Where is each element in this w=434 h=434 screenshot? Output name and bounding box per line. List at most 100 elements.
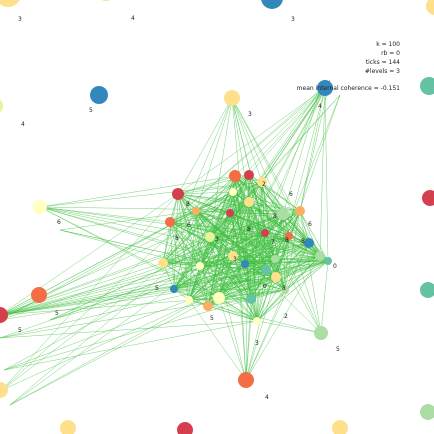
graph-node[interactable] bbox=[261, 229, 269, 237]
edge bbox=[9, 265, 201, 406]
edge bbox=[59, 229, 286, 291]
graph-node[interactable] bbox=[228, 251, 238, 261]
graph-node[interactable] bbox=[172, 188, 184, 200]
edge bbox=[234, 87, 326, 177]
graph-node[interactable] bbox=[229, 170, 241, 182]
edge bbox=[261, 181, 301, 212]
edge bbox=[207, 79, 331, 307]
node-label: 6 bbox=[308, 221, 312, 228]
graph-node[interactable] bbox=[158, 258, 168, 268]
graph-node[interactable] bbox=[314, 326, 328, 340]
edge bbox=[261, 94, 341, 183]
edge bbox=[264, 89, 321, 234]
graph-node[interactable] bbox=[295, 206, 305, 216]
edge bbox=[231, 97, 250, 203]
graph-node[interactable] bbox=[420, 404, 434, 420]
stat-k: k = 100 bbox=[376, 41, 400, 48]
edge bbox=[162, 262, 258, 322]
graph-node[interactable] bbox=[244, 170, 254, 180]
edge bbox=[232, 191, 290, 237]
graph-node[interactable] bbox=[244, 197, 254, 207]
graph-node[interactable] bbox=[257, 177, 267, 187]
edge bbox=[264, 232, 290, 237]
graph-node[interactable] bbox=[177, 422, 193, 434]
edge bbox=[199, 212, 231, 267]
edge bbox=[0, 320, 258, 339]
graph-node[interactable] bbox=[97, 0, 115, 1]
graph-node[interactable] bbox=[317, 80, 333, 96]
edge bbox=[248, 201, 301, 212]
graph-node[interactable] bbox=[285, 232, 293, 240]
edge bbox=[173, 260, 329, 290]
edge bbox=[39, 181, 263, 208]
edge bbox=[229, 212, 329, 262]
graph-node[interactable] bbox=[261, 0, 283, 9]
graph-node[interactable] bbox=[213, 292, 225, 304]
graph-node[interactable] bbox=[281, 286, 289, 294]
graph-node[interactable] bbox=[422, 190, 434, 206]
graph-node[interactable] bbox=[426, 0, 434, 15]
edge bbox=[173, 193, 179, 290]
graph-node[interactable] bbox=[170, 285, 178, 293]
edge bbox=[229, 212, 234, 257]
graph-node[interactable] bbox=[229, 188, 237, 196]
graph-node[interactable] bbox=[261, 265, 271, 275]
graph-node[interactable] bbox=[0, 382, 8, 398]
node-label: 2 bbox=[284, 313, 288, 320]
edge bbox=[169, 221, 175, 290]
edge bbox=[177, 181, 263, 195]
graph-node[interactable] bbox=[271, 272, 281, 282]
node-label: 6 bbox=[289, 191, 293, 198]
graph-node[interactable] bbox=[324, 257, 332, 265]
node-label: 8 bbox=[285, 237, 289, 244]
edge bbox=[264, 232, 322, 334]
edge bbox=[177, 87, 326, 195]
graph-node[interactable] bbox=[33, 200, 47, 214]
graph-node[interactable] bbox=[205, 232, 215, 242]
edge bbox=[177, 175, 236, 195]
edge bbox=[195, 174, 250, 212]
edge bbox=[3, 299, 190, 371]
graph-node[interactable] bbox=[196, 262, 204, 270]
edge bbox=[162, 97, 233, 264]
graph-node[interactable] bbox=[315, 251, 325, 261]
graph-node[interactable] bbox=[304, 238, 314, 248]
graph-node[interactable] bbox=[0, 0, 21, 7]
graph-node[interactable] bbox=[224, 90, 240, 106]
edge bbox=[232, 181, 263, 193]
node-label: 0 bbox=[333, 263, 337, 270]
edge bbox=[3, 210, 301, 371]
graph-node[interactable] bbox=[332, 420, 348, 434]
graph-node[interactable] bbox=[90, 86, 108, 104]
graph-node[interactable] bbox=[420, 282, 434, 298]
stat-ticks: ticks = 144 bbox=[366, 59, 400, 66]
graph-node[interactable] bbox=[0, 307, 8, 323]
edge bbox=[169, 89, 321, 223]
edge bbox=[245, 174, 250, 381]
graph-node[interactable] bbox=[192, 207, 200, 215]
graph-node[interactable] bbox=[241, 260, 249, 268]
graph-node[interactable] bbox=[246, 294, 256, 304]
graph-node[interactable] bbox=[271, 255, 279, 263]
graph-node[interactable] bbox=[238, 372, 254, 388]
graph-node[interactable] bbox=[185, 296, 193, 304]
stat-rb: rb = 0 bbox=[381, 50, 400, 57]
graph-node[interactable] bbox=[0, 97, 3, 115]
edge bbox=[199, 263, 246, 267]
graph-node[interactable] bbox=[253, 317, 261, 325]
graph-node[interactable] bbox=[226, 209, 234, 217]
edge bbox=[0, 193, 179, 316]
node-label: 8 bbox=[175, 235, 179, 242]
graph-node[interactable] bbox=[203, 301, 213, 311]
edge bbox=[218, 255, 321, 299]
graph-node[interactable] bbox=[277, 208, 289, 220]
graph-node[interactable] bbox=[165, 217, 175, 227]
edge bbox=[0, 210, 197, 321]
edge bbox=[248, 201, 284, 215]
stat-coherence: mean internal coherence = -0.151 bbox=[297, 85, 401, 92]
edge bbox=[199, 191, 234, 267]
graph-node[interactable] bbox=[31, 287, 47, 303]
graph-node[interactable] bbox=[420, 77, 434, 95]
graph-node[interactable] bbox=[60, 420, 76, 434]
edge bbox=[284, 235, 290, 291]
